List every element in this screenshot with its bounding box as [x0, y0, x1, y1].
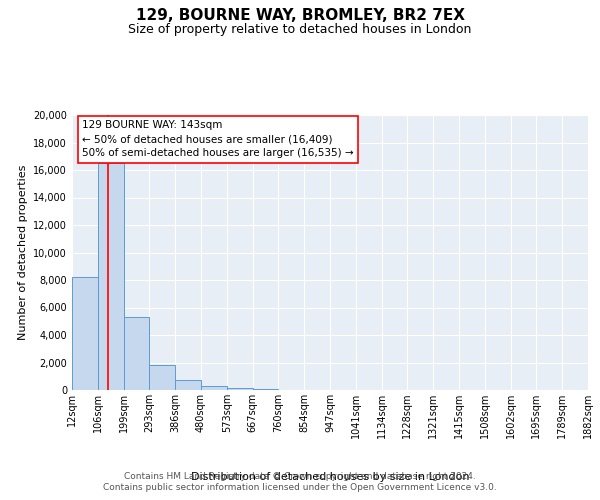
Bar — [227, 388, 253, 390]
Bar — [201, 386, 227, 390]
Bar — [149, 364, 175, 390]
Text: Contains HM Land Registry data © Crown copyright and database right 2024.
Contai: Contains HM Land Registry data © Crown c… — [103, 472, 497, 492]
Text: 129, BOURNE WAY, BROMLEY, BR2 7EX: 129, BOURNE WAY, BROMLEY, BR2 7EX — [136, 8, 464, 22]
Text: 129 BOURNE WAY: 143sqm
← 50% of detached houses are smaller (16,409)
50% of semi: 129 BOURNE WAY: 143sqm ← 50% of detached… — [82, 120, 354, 158]
Y-axis label: Number of detached properties: Number of detached properties — [18, 165, 28, 340]
Bar — [98, 163, 124, 390]
Bar — [175, 380, 201, 390]
Bar — [72, 277, 98, 390]
Bar — [124, 317, 149, 390]
Text: Distribution of detached houses by size in London: Distribution of detached houses by size … — [191, 472, 469, 482]
Bar — [253, 389, 278, 390]
Text: Size of property relative to detached houses in London: Size of property relative to detached ho… — [128, 22, 472, 36]
